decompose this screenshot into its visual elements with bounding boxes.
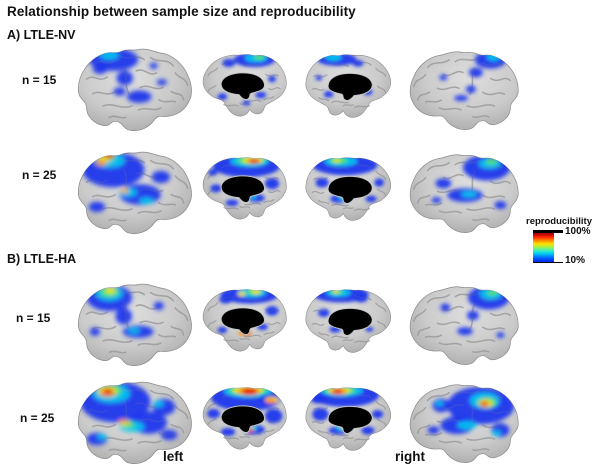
brain-render-lateral-right [409, 154, 519, 234]
brain-render-medial-left [202, 157, 287, 220]
figure-title: Relationship between sample size and rep… [7, 4, 356, 19]
brain-render-lateral-left [77, 381, 193, 465]
brain-render-medial-left [202, 289, 287, 352]
brain-render-lateral-right [409, 384, 519, 464]
brain-render-medial-left [202, 387, 287, 450]
sample-size-label-a-n25: n = 25 [22, 168, 57, 182]
brain-render-lateral-left [77, 151, 193, 235]
colorbar-title: reproducibility [526, 216, 592, 227]
brain-render-medial-right [305, 157, 392, 221]
colorbar-min-label: 10% [565, 255, 586, 266]
colorbar-tick-top [533, 230, 563, 233]
brain-render-medial-right [305, 54, 392, 118]
brain-render-lateral-right [409, 286, 519, 366]
brain-render-medial-right [305, 289, 392, 353]
brain-render-lateral-left [77, 283, 193, 367]
hemisphere-label-right: right [395, 449, 425, 464]
colorbar-tick-bottom [533, 261, 563, 263]
brain-render-lateral-right [409, 51, 519, 131]
sample-size-label-b-n15: n = 15 [16, 311, 51, 325]
colorbar-gradient [533, 231, 554, 263]
brain-render-lateral-left [77, 48, 193, 132]
section-label-ltle-nv: A) LTLE-NV [7, 28, 76, 42]
section-label-ltle-ha: B) LTLE-HA [7, 252, 77, 266]
brain-render-medial-left [202, 54, 287, 117]
colorbar-max-label: 100% [565, 226, 591, 237]
sample-size-label-b-n25: n = 25 [20, 411, 55, 425]
brain-render-medial-right [305, 387, 392, 451]
sample-size-label-a-n15: n = 15 [22, 73, 57, 87]
hemisphere-label-left: left [163, 449, 184, 464]
